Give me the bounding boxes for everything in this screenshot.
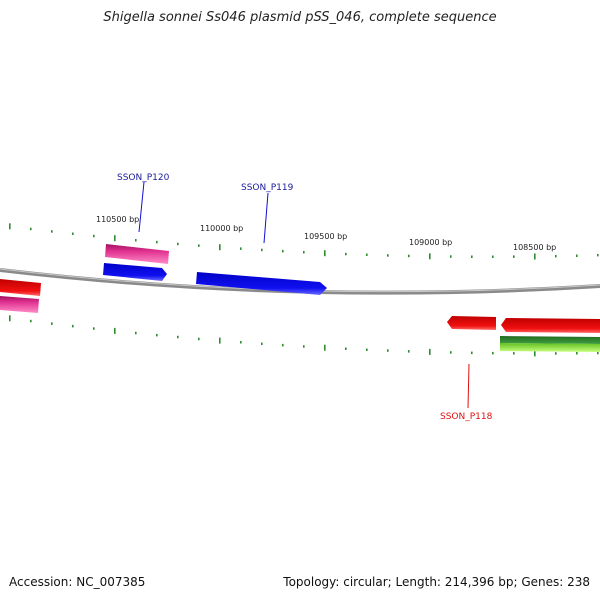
major-tick xyxy=(9,223,11,230)
gene-label-sson-p119[interactable]: SSON_P119 xyxy=(241,183,294,193)
major-tick xyxy=(324,250,326,257)
gene-feature[interactable] xyxy=(500,343,600,352)
minor-tick xyxy=(408,254,410,258)
minor-tick xyxy=(345,347,347,350)
gene-label-leader xyxy=(138,181,145,233)
minor-tick xyxy=(198,244,200,247)
minor-tick xyxy=(513,352,515,355)
gene-label-sson-p118[interactable]: SSON_P118 xyxy=(440,412,493,422)
minor-tick xyxy=(135,239,137,242)
minor-tick xyxy=(282,249,284,253)
minor-tick xyxy=(303,345,305,348)
minor-tick xyxy=(72,232,74,235)
minor-tick xyxy=(471,255,473,258)
minor-tick xyxy=(366,253,368,256)
minor-tick xyxy=(177,242,179,246)
accession-text: Accession: NC_007385 xyxy=(9,575,146,589)
gene-feature[interactable] xyxy=(0,279,41,296)
minor-tick xyxy=(177,335,179,339)
gene-feature[interactable] xyxy=(105,244,169,264)
minor-tick xyxy=(240,341,242,344)
minor-tick xyxy=(387,254,389,257)
minor-tick xyxy=(30,319,32,323)
minor-tick xyxy=(345,252,347,256)
minor-tick xyxy=(576,254,578,257)
minor-tick xyxy=(576,352,578,355)
major-tick xyxy=(534,350,536,357)
minor-tick xyxy=(555,254,557,258)
gene-feature[interactable] xyxy=(103,263,167,281)
major-tick xyxy=(324,344,326,351)
minor-tick xyxy=(492,255,494,258)
gene-feature[interactable] xyxy=(0,296,39,313)
minor-tick xyxy=(72,324,74,328)
gene-label-leader xyxy=(263,192,269,244)
scale-label: 108500 bp xyxy=(513,243,556,252)
gene-label-leader xyxy=(467,363,470,409)
minor-tick xyxy=(240,247,242,250)
scale-label: 109000 bp xyxy=(409,238,452,247)
scale-label: 110500 bp xyxy=(96,215,139,224)
gene-feature[interactable] xyxy=(196,272,327,295)
minor-tick xyxy=(597,351,599,355)
minor-tick xyxy=(198,337,200,341)
minor-tick xyxy=(303,251,305,254)
gene-feature[interactable] xyxy=(447,316,496,330)
major-tick xyxy=(219,337,221,344)
minor-tick xyxy=(366,348,368,351)
minor-tick xyxy=(51,322,53,325)
major-tick xyxy=(429,253,431,260)
minor-tick xyxy=(387,349,389,352)
gene-feature[interactable] xyxy=(501,318,600,333)
gene-label-sson-p120[interactable]: SSON_P120 xyxy=(117,173,170,183)
major-tick xyxy=(429,348,431,355)
minor-tick xyxy=(597,253,599,257)
minor-tick xyxy=(135,331,137,335)
minor-tick xyxy=(492,351,494,355)
minor-tick xyxy=(156,333,158,337)
minor-tick xyxy=(471,351,473,355)
major-tick xyxy=(114,235,116,242)
gene-feature[interactable] xyxy=(500,336,600,344)
scale-label: 110000 bp xyxy=(200,224,243,233)
minor-tick xyxy=(513,255,515,258)
minor-tick xyxy=(261,342,263,345)
minor-tick xyxy=(93,234,95,238)
major-tick xyxy=(219,244,221,251)
minor-tick xyxy=(450,351,452,354)
minor-tick xyxy=(261,248,263,252)
minor-tick xyxy=(156,240,158,244)
minor-tick xyxy=(450,255,452,258)
map-title: Shigella sonnei Ss046 plasmid pSS_046, c… xyxy=(103,10,497,25)
major-tick xyxy=(114,327,116,334)
tick-marks xyxy=(9,223,599,357)
minor-tick xyxy=(51,230,53,233)
scale-label: 109500 bp xyxy=(304,232,347,241)
minor-tick xyxy=(408,350,410,353)
minor-tick xyxy=(555,352,557,355)
minor-tick xyxy=(282,343,284,347)
minor-tick xyxy=(93,327,95,330)
major-tick xyxy=(534,253,536,260)
topology-summary-text: Topology: circular; Length: 214,396 bp; … xyxy=(283,575,590,589)
minor-tick xyxy=(30,227,32,231)
major-tick xyxy=(9,315,11,322)
